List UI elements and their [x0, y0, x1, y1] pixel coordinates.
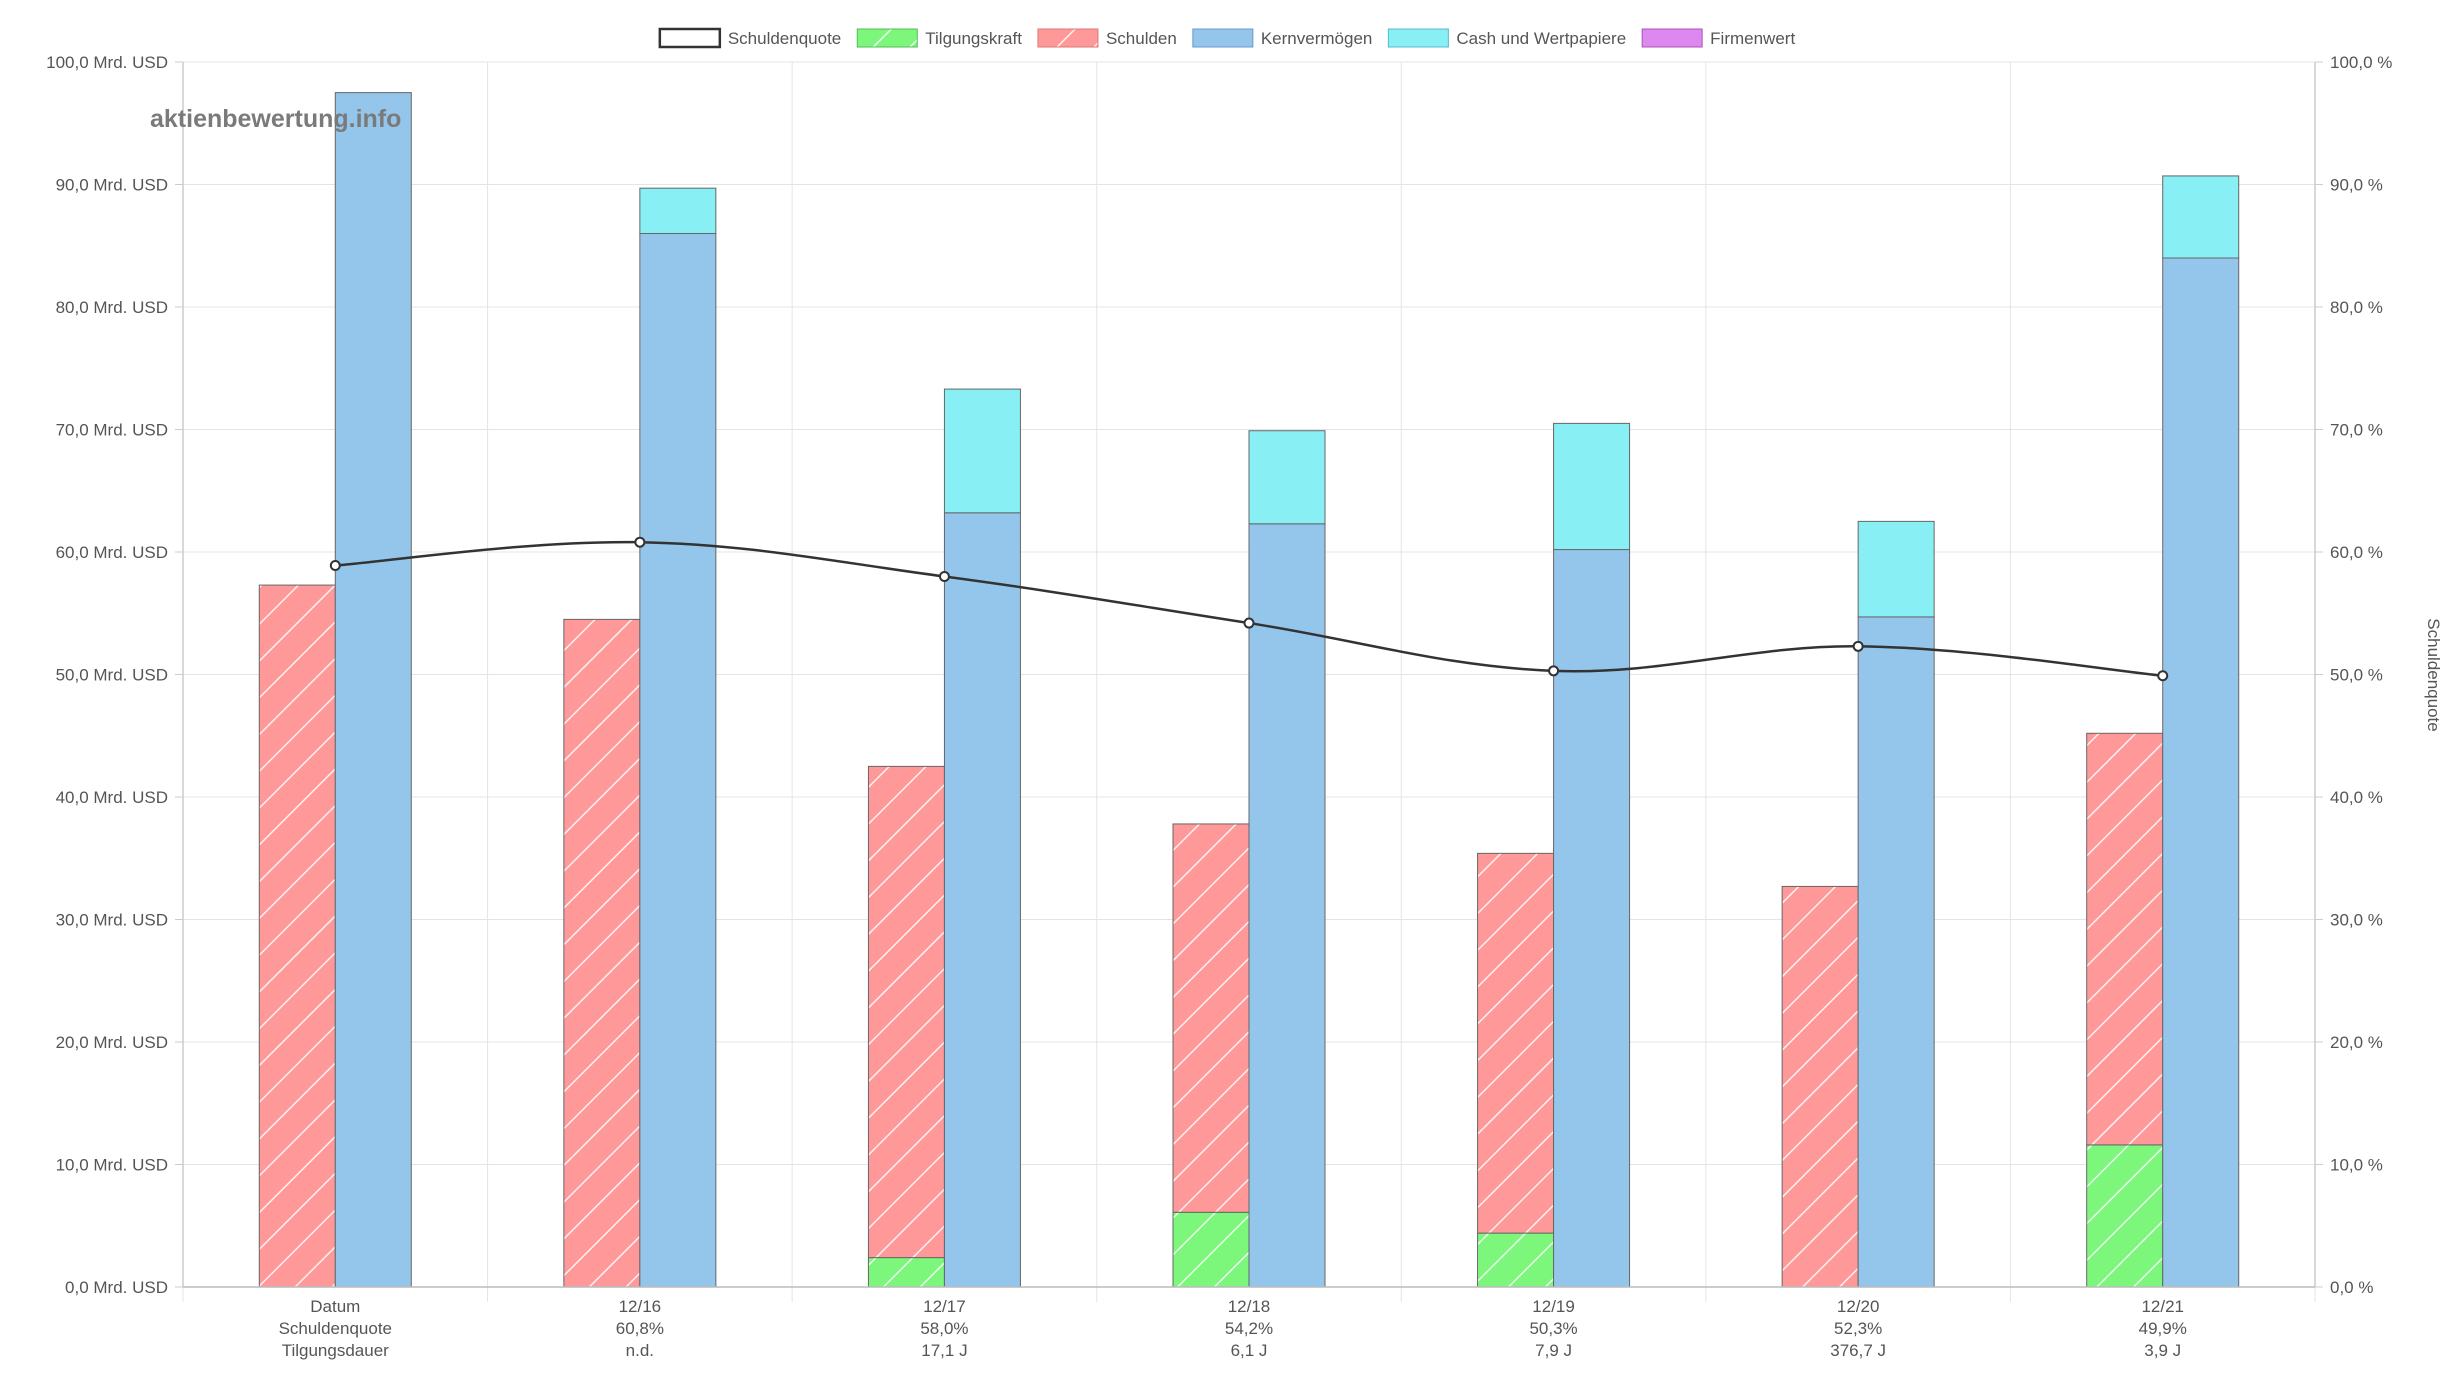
legend-label-schulden: Schulden: [1106, 29, 1177, 48]
bar-schulden: [1477, 852, 1555, 1234]
bar-kernvermoegen: [1553, 549, 1631, 1288]
legend-label-kern: Kernvermögen: [1261, 29, 1373, 48]
legend-swatch-firmenwert: [1641, 28, 1703, 48]
x-axis-label: 12/18: [1228, 1297, 1271, 1316]
right-axis-tick-label: 90,0 %: [2330, 176, 2383, 195]
bar-tilgungskraft: [1477, 1232, 1555, 1288]
watermark-logo: aktienbewertung.info: [150, 105, 401, 133]
bar-kernvermoegen: [1248, 523, 1326, 1288]
schuldenquote-point: [634, 536, 646, 548]
x-axis-label: n.d.: [626, 1341, 654, 1360]
bar-cash: [1248, 430, 1326, 525]
right-axis-tick-label: 100,0 %: [2330, 53, 2392, 72]
schuldenquote-point: [938, 571, 950, 582]
x-axis-label: Schuldenquote: [279, 1319, 392, 1338]
x-axis-label: 52,3%: [1834, 1319, 1882, 1338]
legend-label-tilgung: Tilgungskraft: [925, 29, 1022, 48]
left-axis-tick-label: 30,0 Mrd. USD: [56, 911, 168, 930]
left-axis-tick-label: 60,0 Mrd. USD: [56, 543, 168, 562]
bar-kernvermoegen: [639, 233, 717, 1288]
bar-schulden: [867, 765, 945, 1259]
x-axis-label: 60,8%: [616, 1319, 664, 1338]
right-axis-tick-label: 60,0 %: [2330, 543, 2383, 562]
x-axis-label: 49,9%: [2139, 1319, 2187, 1338]
left-axis-tick-label: 40,0 Mrd. USD: [56, 788, 168, 807]
schuldenquote-point: [1548, 665, 1560, 677]
bar-cash: [1857, 520, 1935, 618]
schuldenquote-point: [329, 559, 341, 571]
legend: Schuldenquote Tilgungskraft Schulden Kernve…: [658, 27, 1795, 49]
bars: [258, 92, 2240, 1288]
debt-ratio-line: [329, 536, 2169, 682]
legend-swatch-quote: [658, 27, 722, 49]
left-axis-tick-label: 20,0 Mrd. USD: [56, 1033, 168, 1052]
bar-schulden: [1172, 823, 1250, 1213]
x-axis-label: 12/20: [1837, 1297, 1880, 1316]
left-axis-tick-label: 50,0 Mrd. USD: [56, 666, 168, 685]
bar-tilgungskraft: [2086, 1144, 2164, 1288]
right-axis-tick-label: 30,0 %: [2330, 911, 2383, 930]
x-axis-label: 17,1 J: [921, 1341, 967, 1360]
x-axis-label: 12/16: [619, 1297, 662, 1316]
x-axis-label: 12/19: [1532, 1297, 1575, 1316]
left-axis-tick-label: 80,0 Mrd. USD: [56, 298, 168, 317]
right-axis-tick-label: 10,0 %: [2330, 1156, 2383, 1175]
right-axis-tick-label: 80,0 %: [2330, 298, 2383, 317]
right-axis-title: Schuldenquote: [2424, 618, 2443, 731]
x-axis-label: 7,9 J: [1535, 1341, 1572, 1360]
legend-swatch-schulden: [1037, 28, 1099, 48]
schuldenquote-point: [1852, 640, 1864, 652]
legend-swatch-cash: [1387, 28, 1449, 48]
x-axis-label: 50,3%: [1529, 1319, 1577, 1338]
legend-label-firmenwert: Firmenwert: [1710, 29, 1795, 48]
bar-tilgungskraft: [1172, 1211, 1250, 1288]
x-axis-label: 12/21: [2141, 1297, 2184, 1316]
x-axis-label: 6,1 J: [1231, 1341, 1268, 1360]
bar-kernvermoegen: [1857, 616, 1935, 1288]
x-axis-label: 376,7 J: [1830, 1341, 1886, 1360]
x-axis-label: 54,2%: [1225, 1319, 1273, 1338]
x-axis-label: Tilgungsdauer: [282, 1341, 389, 1360]
bar-tilgungskraft: [867, 1257, 945, 1288]
bar-kernvermoegen: [2162, 257, 2240, 1288]
x-axis-label: 58,0%: [920, 1319, 968, 1338]
left-axis-tick-label: 70,0 Mrd. USD: [56, 421, 168, 440]
x-axis-label: 3,9 J: [2144, 1341, 2181, 1360]
left-axis-tick-label: 90,0 Mrd. USD: [56, 176, 168, 195]
x-axis-label: Datum: [310, 1297, 360, 1316]
bar-cash: [639, 187, 717, 235]
schuldenquote-point: [1243, 617, 1255, 629]
bar-cash: [2162, 175, 2240, 259]
bar-schulden: [258, 584, 336, 1288]
bar-schulden: [1781, 885, 1859, 1288]
bar-cash: [1553, 422, 1631, 551]
bar-schulden: [2086, 732, 2164, 1146]
legend-label-cash: Cash und Wertpapiere: [1456, 29, 1626, 48]
right-axis-tick-label: 40,0 %: [2330, 788, 2383, 807]
legend-label-quote: Schuldenquote: [728, 29, 841, 48]
schuldenquote-point: [2157, 670, 2169, 682]
legend-swatch-tilgung: [856, 28, 918, 48]
left-axis-tick-label: 0,0 Mrd. USD: [65, 1278, 168, 1297]
left-axis-tick-label: 10,0 Mrd. USD: [56, 1156, 168, 1175]
bar-kernvermoegen: [943, 512, 1021, 1288]
left-axis-tick-label: 100,0 Mrd. USD: [46, 53, 168, 72]
x-axis-label: 12/17: [923, 1297, 966, 1316]
axes: 0,0 Mrd. USD 0,0 % 10,0 Mrd. USD 10,0 % 20,0…: [46, 53, 2392, 1360]
right-axis-tick-label: 50,0 %: [2330, 666, 2383, 685]
legend-swatch-kern: [1192, 28, 1254, 48]
right-axis-tick-label: 20,0 %: [2330, 1033, 2383, 1052]
bar-cash: [943, 388, 1021, 514]
bar-kernvermoegen: [334, 92, 412, 1288]
right-axis-tick-label: 70,0 %: [2330, 421, 2383, 440]
bar-schulden: [563, 618, 641, 1288]
right-axis-tick-label: 0,0 %: [2330, 1278, 2373, 1297]
